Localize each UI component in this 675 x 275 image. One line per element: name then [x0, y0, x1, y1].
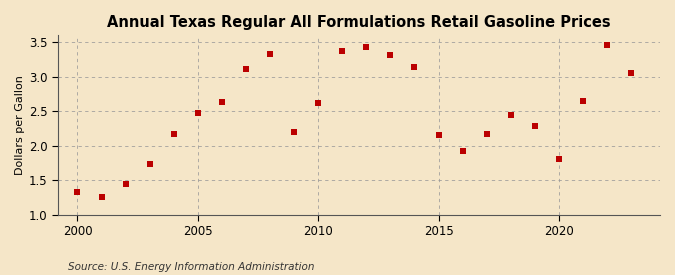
- Point: [72, 190, 83, 194]
- Point: [481, 132, 492, 136]
- Point: [457, 149, 468, 153]
- Point: [48, 181, 59, 185]
- Point: [168, 132, 179, 136]
- Point: [385, 53, 396, 57]
- Point: [240, 67, 251, 71]
- Point: [337, 49, 348, 53]
- Text: Source: U.S. Energy Information Administration: Source: U.S. Energy Information Administ…: [68, 262, 314, 272]
- Point: [601, 43, 612, 47]
- Point: [96, 194, 107, 199]
- Point: [120, 182, 131, 186]
- Point: [554, 156, 564, 161]
- Point: [529, 123, 540, 128]
- Point: [313, 101, 323, 105]
- Point: [578, 99, 589, 103]
- Point: [265, 52, 275, 56]
- Y-axis label: Dollars per Gallon: Dollars per Gallon: [15, 75, 25, 175]
- Title: Annual Texas Regular All Formulations Retail Gasoline Prices: Annual Texas Regular All Formulations Re…: [107, 15, 611, 30]
- Point: [217, 100, 227, 104]
- Point: [626, 70, 637, 75]
- Point: [506, 113, 516, 117]
- Point: [192, 111, 203, 116]
- Point: [361, 45, 372, 49]
- Point: [289, 130, 300, 134]
- Point: [144, 161, 155, 166]
- Point: [433, 132, 444, 137]
- Point: [409, 65, 420, 69]
